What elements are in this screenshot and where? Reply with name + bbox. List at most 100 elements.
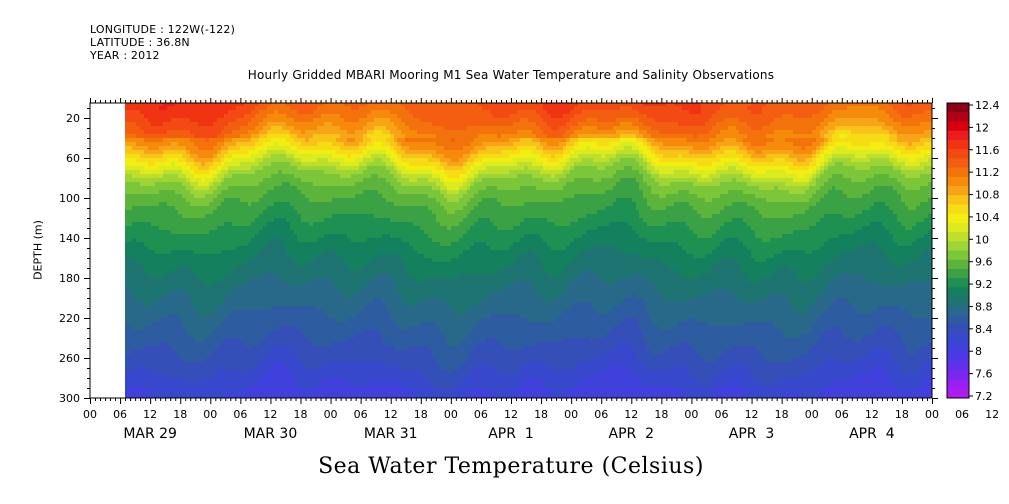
heatmap-cell: [198, 190, 203, 196]
heatmap-cell: [347, 302, 353, 308]
heatmap-cell: [159, 306, 165, 312]
heatmap-cell: [136, 286, 142, 292]
heatmap-cell: [163, 318, 169, 324]
heatmap-cell: [232, 258, 238, 264]
heatmap-cell: [332, 162, 338, 168]
heatmap-cell: [205, 302, 211, 308]
heatmap-cell: [278, 346, 284, 352]
heatmap-cell: [332, 370, 338, 376]
heatmap-cell: [328, 342, 334, 348]
heatmap-cell: [271, 370, 276, 376]
heatmap-cell: [240, 126, 246, 132]
heatmap-cell: [190, 278, 196, 284]
heatmap-cell: [309, 142, 315, 148]
heatmap-cell: [321, 366, 326, 372]
heatmap-cell: [263, 242, 269, 248]
heatmap-cell: [167, 142, 173, 148]
heatmap-cell: [236, 278, 242, 284]
heatmap-cell: [290, 386, 296, 392]
heatmap-cell: [167, 114, 173, 120]
heatmap-cell: [171, 258, 177, 264]
heatmap-cell: [136, 114, 142, 120]
heatmap-cell: [136, 254, 142, 260]
heatmap-cell: [336, 358, 342, 364]
heatmap-cell: [140, 298, 146, 304]
heatmap-cell: [194, 146, 200, 152]
heatmap-cell: [205, 382, 211, 388]
heatmap-cell: [297, 182, 303, 188]
heatmap-cell: [132, 246, 138, 252]
heatmap-cell: [224, 266, 230, 272]
heatmap-cell: [309, 266, 315, 272]
heatmap-cell: [251, 278, 257, 284]
heatmap-cell: [217, 114, 223, 120]
heatmap-cell: [297, 198, 303, 204]
heatmap-cell: [332, 186, 338, 192]
heatmap-cell: [301, 254, 307, 260]
heatmap-cell: [198, 182, 203, 188]
heatmap-cell: [309, 326, 315, 332]
heatmap-cell: [175, 266, 180, 272]
heatmap-cell: [301, 226, 307, 232]
heatmap-cell: [217, 162, 223, 168]
heatmap-cell: [297, 250, 303, 256]
heatmap-cell: [248, 350, 253, 356]
heatmap-cell: [148, 198, 153, 204]
heatmap-cell: [347, 258, 353, 264]
heatmap-cell: [175, 274, 180, 280]
heatmap-cell: [221, 202, 226, 208]
heatmap-cell: [290, 254, 296, 260]
heatmap-cell: [263, 354, 269, 360]
heatmap-cell: [125, 190, 130, 196]
heatmap-cell: [321, 118, 326, 124]
heatmap-cell: [136, 146, 142, 152]
heatmap-cell: [297, 142, 303, 148]
heatmap-cell: [209, 122, 215, 128]
heatmap-cell: [309, 338, 315, 344]
heatmap-cell: [347, 254, 353, 260]
heatmap-cell: [151, 246, 157, 252]
heatmap-cell: [194, 274, 200, 280]
heatmap-cell: [140, 374, 146, 380]
heatmap-cell: [286, 346, 292, 352]
heatmap-cell: [309, 362, 315, 368]
heatmap-cell: [259, 138, 265, 144]
heatmap-cell: [217, 266, 223, 272]
heatmap-cell: [290, 114, 296, 120]
heatmap-cell: [217, 354, 223, 360]
heatmap-cell: [244, 266, 250, 272]
heatmap-cell: [244, 286, 250, 292]
heatmap-cell: [128, 118, 134, 124]
heatmap-cell: [151, 230, 157, 236]
heatmap-cell: [213, 334, 219, 340]
heatmap-cell: [148, 154, 153, 160]
heatmap-cell: [171, 394, 177, 399]
heatmap-cell: [297, 226, 303, 232]
heatmap-cell: [236, 110, 242, 116]
heatmap-cell: [167, 242, 173, 248]
heatmap-cell: [344, 114, 349, 120]
heatmap-cell: [244, 250, 250, 256]
heatmap-cell: [332, 170, 338, 176]
heatmap-cell: [140, 190, 146, 196]
heatmap-cell: [313, 310, 319, 316]
heatmap-cell: [171, 378, 177, 384]
heatmap-cell: [136, 282, 142, 288]
heatmap-cell: [309, 138, 315, 144]
heatmap-cell: [132, 110, 138, 116]
heatmap-cell: [224, 338, 230, 344]
heatmap-cell: [328, 126, 334, 132]
heatmap-cell: [151, 206, 157, 212]
heatmap-cell: [282, 154, 288, 160]
heatmap-cell: [128, 158, 134, 164]
heatmap-cell: [240, 358, 246, 364]
heatmap-cell: [286, 210, 292, 216]
heatmap-cell: [167, 103, 173, 108]
heatmap-cell: [159, 262, 165, 268]
heatmap-cell: [317, 134, 323, 140]
heatmap-cell: [209, 206, 215, 212]
heatmap-cell: [151, 390, 157, 396]
heatmap-cell: [263, 246, 269, 252]
heatmap-cell: [332, 194, 338, 200]
heatmap-cell: [186, 254, 192, 260]
